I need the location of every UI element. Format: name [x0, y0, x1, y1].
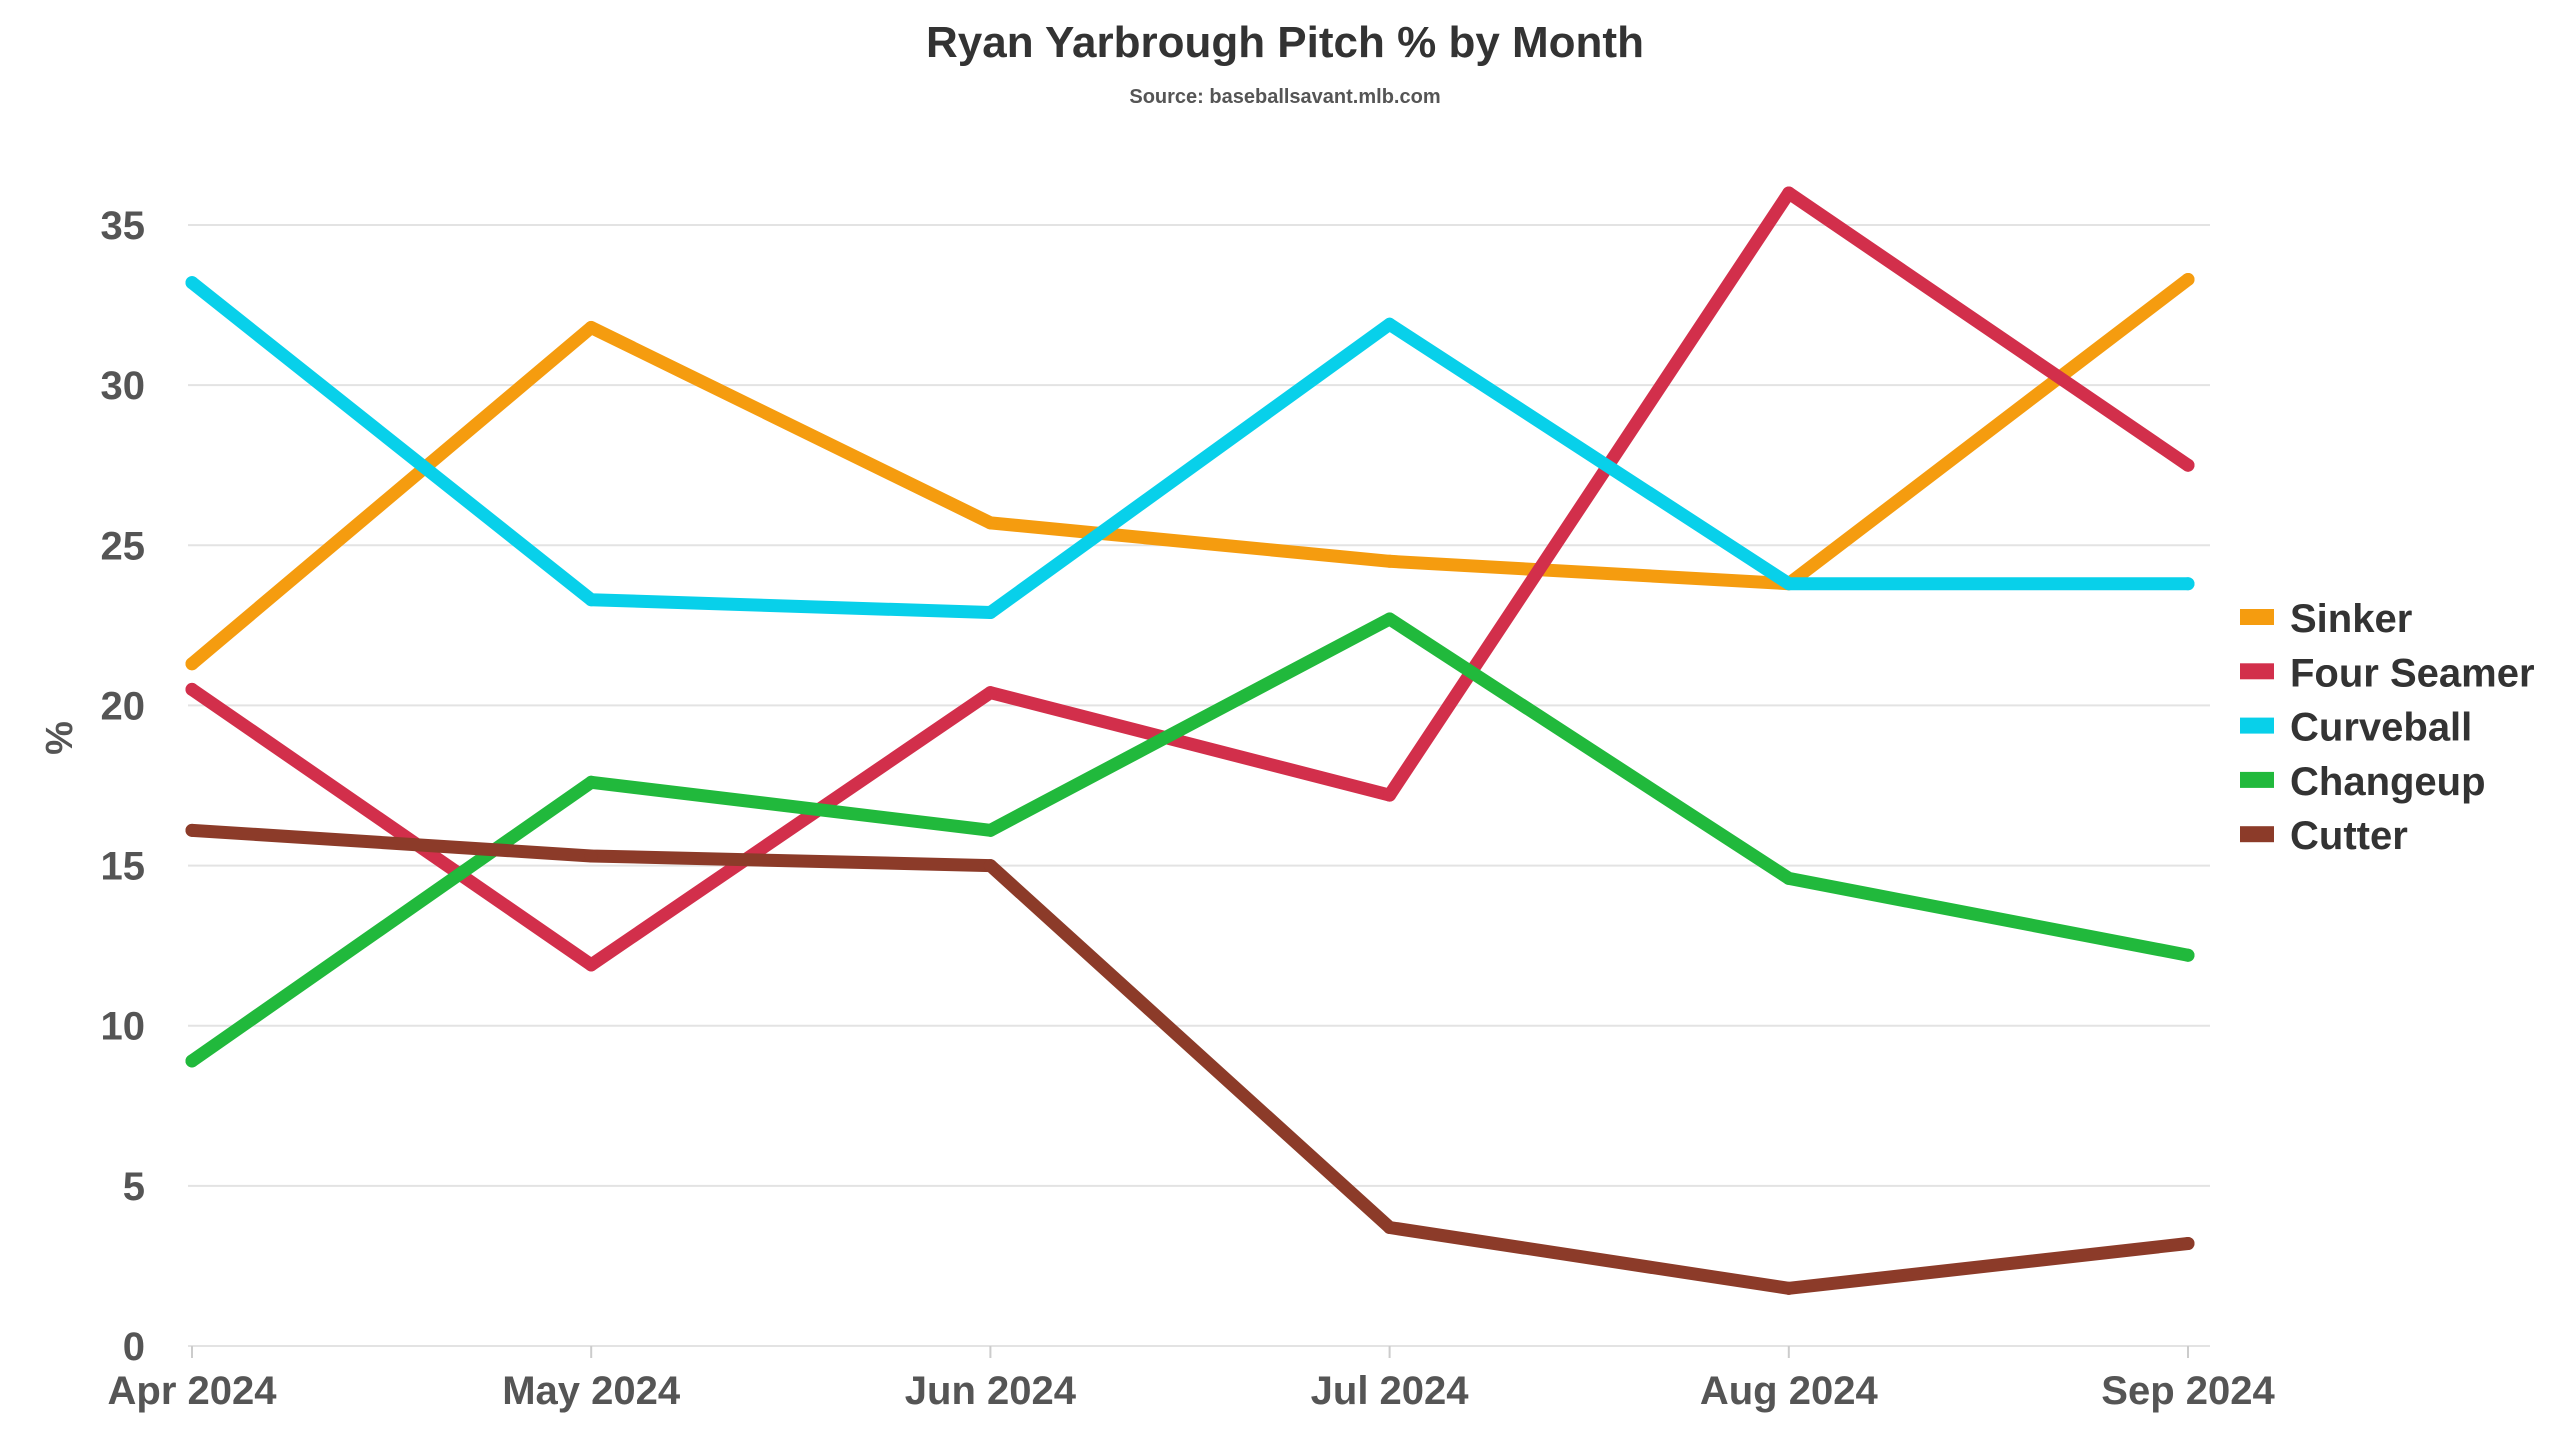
data-point [185, 823, 199, 837]
data-point [1383, 317, 1397, 331]
data-point [2181, 1237, 2195, 1251]
legend-label: Cutter [2290, 814, 2408, 858]
x-tick-label: Sep 2024 [2101, 1369, 2275, 1413]
series-line-sinker [185, 272, 2195, 671]
series-line-cutter [185, 823, 2195, 1295]
legend-item[interactable]: Changeup [2240, 760, 2486, 804]
x-tick-label: Jun 2024 [905, 1369, 1077, 1413]
data-point [584, 849, 598, 863]
data-point [584, 593, 598, 607]
y-axis-label: % [39, 721, 81, 755]
chart-title: Ryan Yarbrough Pitch % by Month [926, 18, 1644, 67]
series-line-four-seamer [185, 186, 2195, 972]
y-tick-label: 0 [123, 1325, 145, 1369]
data-point [185, 276, 199, 290]
legend-label: Sinker [2290, 597, 2412, 641]
chart-subtitle: Source: baseballsavant.mlb.com [1129, 86, 1440, 108]
data-point [1782, 871, 1796, 885]
legend-swatch [2240, 609, 2274, 625]
legend-swatch [2240, 826, 2274, 843]
y-tick-label: 30 [101, 364, 146, 408]
y-tick-label: 5 [123, 1165, 145, 1209]
legend-label: Curveball [2290, 706, 2472, 750]
data-point [983, 859, 997, 873]
legend-item[interactable]: Cutter [2240, 814, 2408, 858]
y-tick-label: 10 [101, 1005, 146, 1049]
y-tick-label: 25 [101, 524, 146, 568]
data-point [185, 657, 199, 671]
data-point [2181, 948, 2195, 962]
data-point [983, 686, 997, 700]
data-point [983, 606, 997, 620]
legend-label: Changeup [2290, 760, 2486, 804]
legend-item[interactable]: Four Seamer [2240, 651, 2535, 695]
data-point [1383, 612, 1397, 626]
x-tick-label: Aug 2024 [1700, 1369, 1879, 1413]
data-point [584, 775, 598, 789]
data-point [185, 682, 199, 696]
y-tick-label: 35 [101, 204, 146, 248]
data-point [185, 1054, 199, 1068]
x-tick-label: Jul 2024 [1311, 1369, 1470, 1413]
data-point [584, 958, 598, 972]
data-point [1383, 1220, 1397, 1234]
data-point [2181, 458, 2195, 472]
data-point [983, 516, 997, 530]
data-point [1782, 1281, 1796, 1295]
series-line-curveball [185, 276, 2195, 620]
legend-label: Four Seamer [2290, 651, 2535, 695]
data-point [2181, 272, 2195, 286]
x-tick-label: Apr 2024 [108, 1369, 278, 1413]
legend-swatch [2240, 717, 2274, 734]
legend-item[interactable]: Curveball [2240, 706, 2472, 750]
legend-swatch [2240, 771, 2274, 788]
data-point [1383, 554, 1397, 568]
legend-item[interactable]: Sinker [2240, 597, 2412, 641]
x-tick-label: May 2024 [502, 1369, 681, 1413]
y-tick-label: 20 [101, 684, 146, 728]
data-point [1383, 788, 1397, 802]
data-point [1782, 577, 1796, 591]
data-point [584, 320, 598, 334]
y-tick-label: 15 [101, 845, 146, 889]
data-point [1782, 186, 1796, 200]
data-point [983, 823, 997, 837]
series-line-changeup [185, 612, 2195, 1068]
data-point [2181, 577, 2195, 591]
legend-swatch [2240, 663, 2274, 680]
